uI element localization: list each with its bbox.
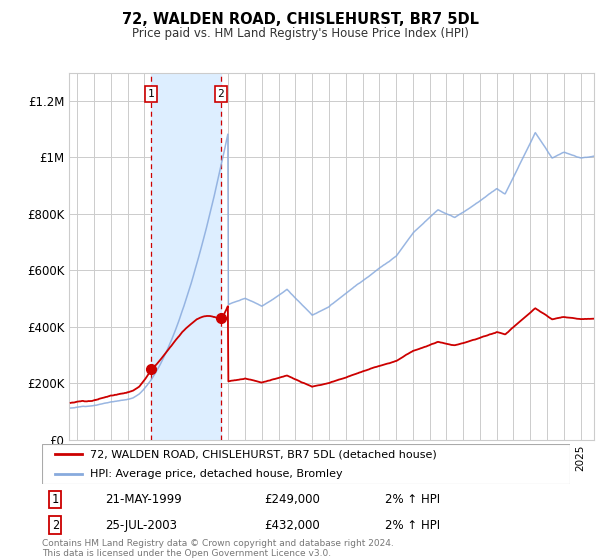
- Text: £249,000: £249,000: [264, 493, 320, 506]
- Text: 25-JUL-2003: 25-JUL-2003: [106, 519, 178, 532]
- Text: Contains HM Land Registry data © Crown copyright and database right 2024.
This d: Contains HM Land Registry data © Crown c…: [42, 539, 394, 558]
- Text: 72, WALDEN ROAD, CHISLEHURST, BR7 5DL (detached house): 72, WALDEN ROAD, CHISLEHURST, BR7 5DL (d…: [89, 449, 436, 459]
- Text: 2: 2: [218, 89, 224, 99]
- Text: 21-MAY-1999: 21-MAY-1999: [106, 493, 182, 506]
- Text: Price paid vs. HM Land Registry's House Price Index (HPI): Price paid vs. HM Land Registry's House …: [131, 27, 469, 40]
- Bar: [151, 73, 221, 440]
- Text: 2% ↑ HPI: 2% ↑ HPI: [385, 493, 440, 506]
- Text: 2% ↑ HPI: 2% ↑ HPI: [385, 519, 440, 532]
- Text: HPI: Average price, detached house, Bromley: HPI: Average price, detached house, Brom…: [89, 469, 342, 479]
- Text: 72, WALDEN ROAD, CHISLEHURST, BR7 5DL: 72, WALDEN ROAD, CHISLEHURST, BR7 5DL: [121, 12, 479, 27]
- Text: 1: 1: [52, 493, 59, 506]
- Text: £432,000: £432,000: [264, 519, 320, 532]
- Text: 2: 2: [52, 519, 59, 532]
- Text: 1: 1: [148, 89, 154, 99]
